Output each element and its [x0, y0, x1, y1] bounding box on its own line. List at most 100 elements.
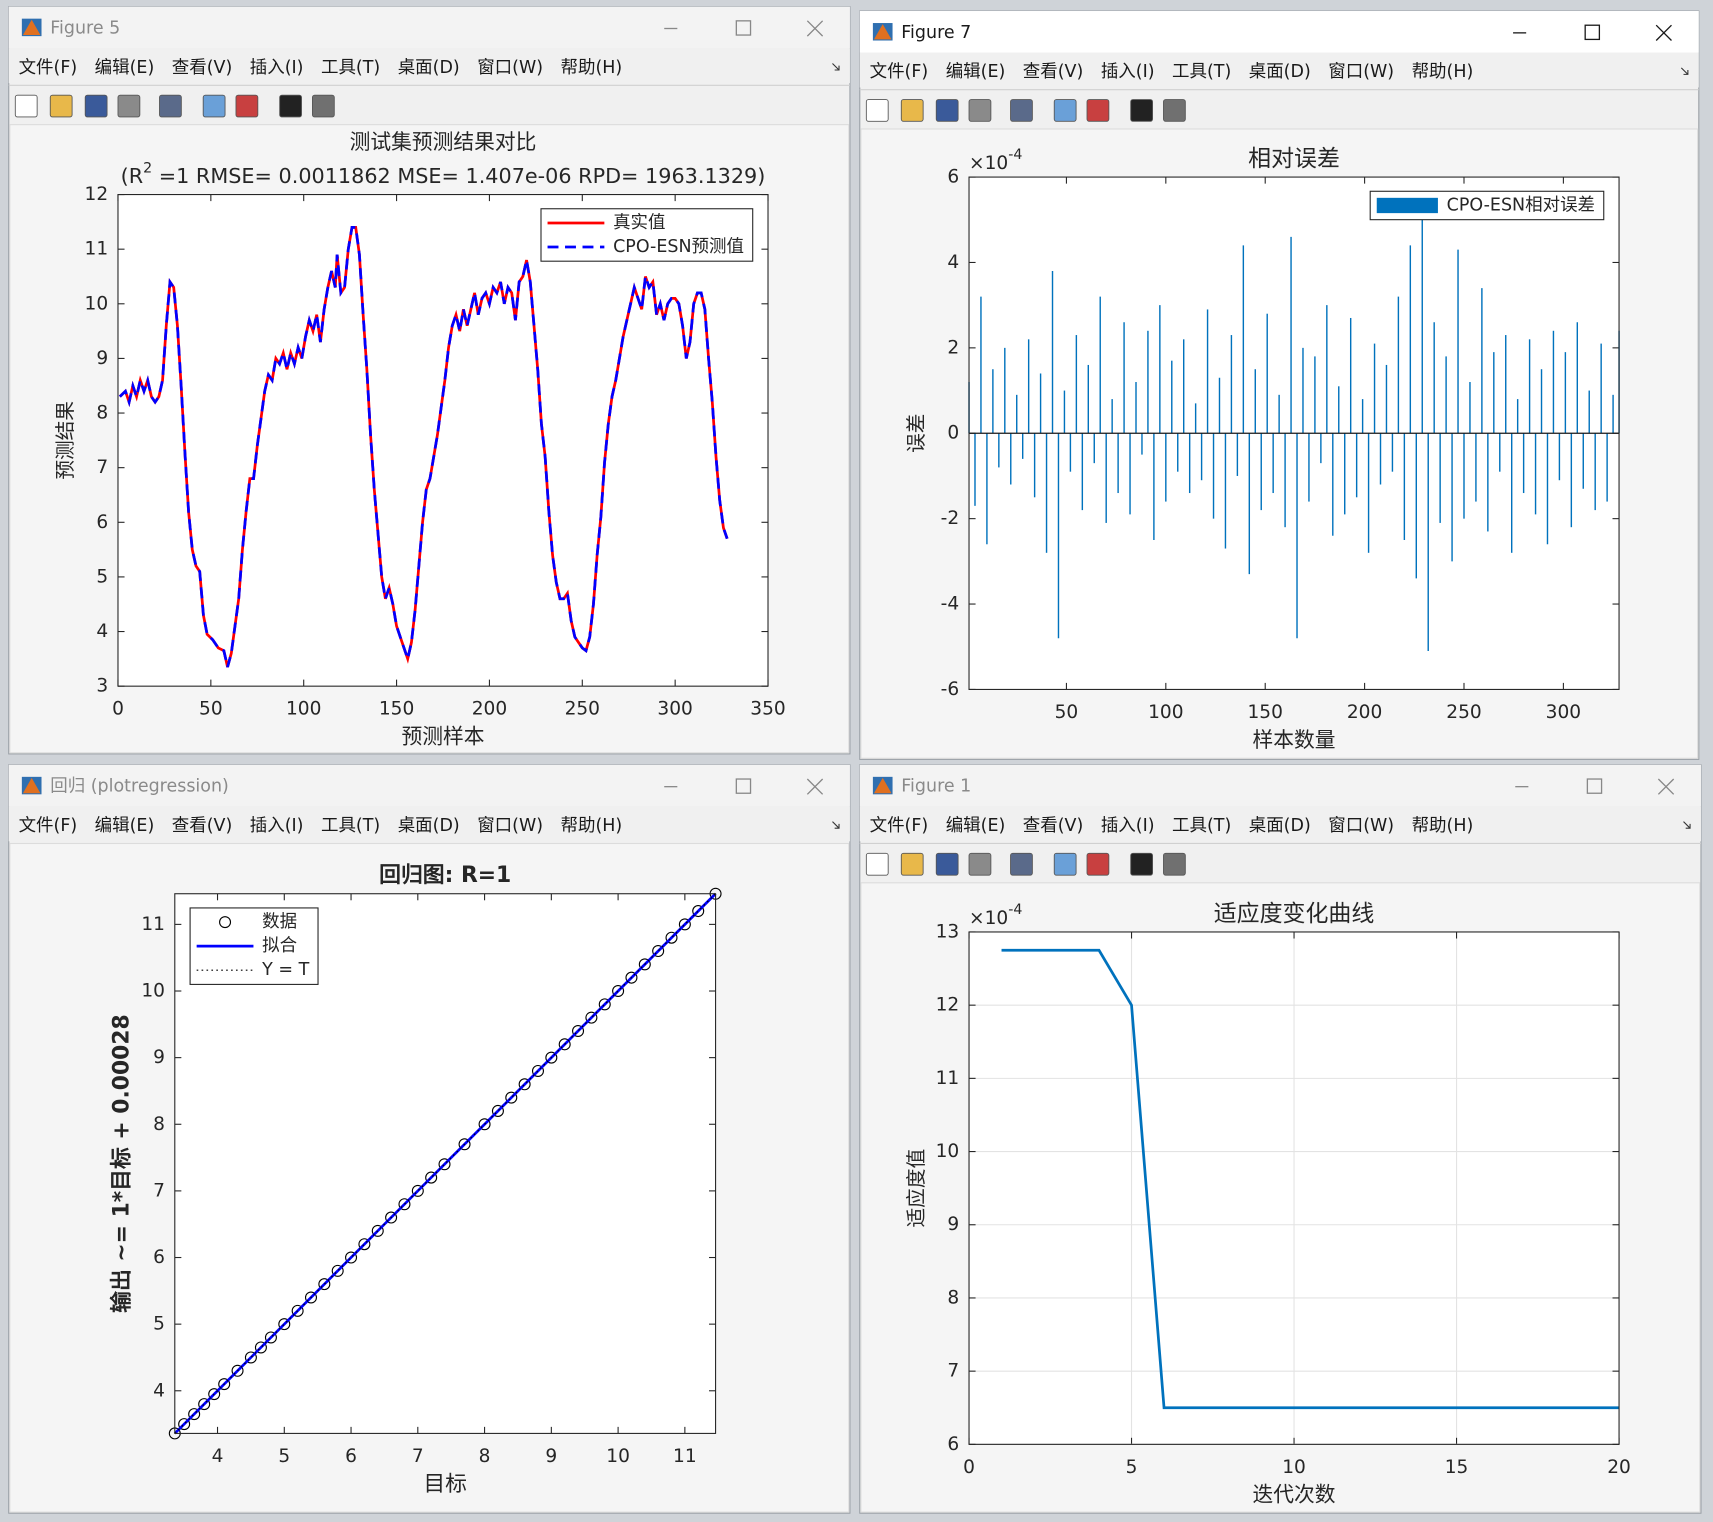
legend-label: Y = T: [261, 960, 309, 980]
maximize-button[interactable]: [1584, 24, 1601, 41]
toolbar-button[interactable]: [900, 99, 924, 122]
toolbar-button[interactable]: [117, 94, 141, 118]
toolbar-button[interactable]: [1130, 99, 1153, 122]
toolbar-button[interactable]: [202, 94, 226, 118]
toolbar-button[interactable]: [312, 94, 335, 118]
exponent-base: ×10: [969, 907, 1008, 928]
maximize-button[interactable]: [1586, 778, 1603, 794]
toolbar-button[interactable]: [865, 99, 889, 122]
toolbar-button[interactable]: [1010, 99, 1033, 122]
y-tick-label: 12: [936, 995, 960, 1016]
toolbar-button[interactable]: [14, 94, 38, 118]
toolbar-button[interactable]: [49, 94, 73, 118]
menu-item[interactable]: 桌面(D): [398, 58, 460, 78]
toolbar-button[interactable]: [935, 99, 959, 122]
menu-item[interactable]: 插入(I): [1101, 816, 1155, 836]
menu-item[interactable]: 窗口(W): [1328, 62, 1394, 82]
data-point: [678, 918, 691, 931]
subtitle-part: 2: [143, 160, 152, 176]
close-button[interactable]: [1655, 24, 1672, 41]
toolbar-button[interactable]: [1053, 852, 1077, 876]
close-button[interactable]: [806, 778, 824, 795]
menu-item[interactable]: 查看(V): [1023, 62, 1084, 82]
y-tick-label: -6: [941, 679, 960, 700]
x-tick-label: 300: [1546, 702, 1581, 723]
close-button[interactable]: [1657, 778, 1675, 795]
data-point: [558, 1038, 571, 1051]
y-tick-label: 4: [153, 1380, 165, 1401]
y-tick-label: 12: [85, 184, 109, 205]
menu-item[interactable]: 插入(I): [250, 816, 304, 836]
y-tick-label: 7: [96, 457, 108, 478]
menu-item[interactable]: 编辑(E): [95, 816, 155, 836]
menu-item[interactable]: 帮助(H): [1412, 816, 1474, 836]
menu-item[interactable]: 桌面(D): [398, 816, 460, 836]
toolbar-button[interactable]: [279, 94, 302, 118]
x-tick-label: 8: [479, 1446, 491, 1467]
menu-item[interactable]: 文件(F): [19, 816, 78, 836]
toolbar-button[interactable]: [1163, 99, 1186, 122]
menu-item[interactable]: 工具(T): [1172, 62, 1231, 82]
data-point: [244, 1351, 257, 1364]
data-point: [531, 1064, 544, 1077]
menu-item[interactable]: 文件(F): [870, 62, 929, 82]
maximize-button[interactable]: [735, 20, 752, 36]
toolbar-button[interactable]: [235, 94, 259, 118]
y-tick-label: 6: [947, 167, 959, 188]
menu-item[interactable]: 帮助(H): [561, 816, 623, 836]
data-point: [665, 931, 678, 944]
menu-item[interactable]: 窗口(W): [477, 58, 543, 78]
window-title: Figure 7: [901, 23, 971, 43]
menu-item[interactable]: 帮助(H): [1412, 62, 1474, 82]
menu-item[interactable]: 插入(I): [1101, 62, 1155, 82]
toolbar-button[interactable]: [1086, 99, 1110, 122]
menu-item[interactable]: 桌面(D): [1249, 816, 1311, 836]
data-point: [411, 1184, 424, 1197]
x-tick-label: 0: [112, 699, 124, 720]
toolbar-button[interactable]: [159, 94, 182, 118]
data-point: [585, 1011, 598, 1024]
menu-item[interactable]: 桌面(D): [1249, 62, 1311, 82]
menu-item[interactable]: 帮助(H): [561, 58, 623, 78]
x-axis-label: 样本数量: [1253, 728, 1336, 752]
x-tick-label: 100: [1148, 702, 1183, 723]
toolbar-button[interactable]: [900, 852, 924, 876]
plot-layer: [168, 887, 722, 1440]
toolbar-button[interactable]: [935, 852, 959, 876]
toolbar-button[interactable]: [1163, 852, 1186, 876]
menu-item[interactable]: 工具(T): [321, 816, 380, 836]
menu-item[interactable]: 工具(T): [321, 58, 380, 78]
menu-item[interactable]: 查看(V): [172, 816, 233, 836]
x-tick-label: 5: [278, 1446, 290, 1467]
y-tick-label: 9: [947, 1214, 959, 1235]
data-point: [598, 998, 611, 1011]
y-tick-label: 9: [153, 1047, 165, 1068]
toolbar-button[interactable]: [865, 852, 889, 876]
toolbar-button[interactable]: [1130, 852, 1153, 876]
x-tick-label: 4: [212, 1446, 224, 1467]
menu-item[interactable]: 窗口(W): [1328, 816, 1394, 836]
toolbar-button[interactable]: [84, 94, 108, 118]
x-tick-label: 15: [1445, 1457, 1469, 1478]
x-axis-label: 预测样本: [401, 725, 484, 749]
y-tick-label: -2: [941, 508, 960, 529]
menu-item[interactable]: 编辑(E): [95, 58, 155, 78]
menu-item[interactable]: 查看(V): [172, 58, 233, 78]
x-tick-label: 11: [673, 1446, 697, 1467]
menu-item[interactable]: 工具(T): [1172, 816, 1231, 836]
menu-item[interactable]: 文件(F): [19, 58, 78, 78]
x-tick-label: 100: [286, 699, 321, 720]
menu-item[interactable]: 编辑(E): [946, 816, 1006, 836]
maximize-button[interactable]: [735, 778, 752, 794]
toolbar-button[interactable]: [1010, 852, 1033, 876]
menu-item[interactable]: 窗口(W): [477, 816, 543, 836]
toolbar-button[interactable]: [1053, 99, 1077, 122]
menu-item[interactable]: 插入(I): [250, 58, 304, 78]
toolbar-button[interactable]: [1086, 852, 1110, 876]
close-button[interactable]: [806, 20, 824, 37]
toolbar-button[interactable]: [968, 99, 992, 122]
toolbar-button[interactable]: [968, 852, 992, 876]
menu-item[interactable]: 文件(F): [870, 816, 929, 836]
menu-item[interactable]: 编辑(E): [946, 62, 1006, 82]
menu-item[interactable]: 查看(V): [1023, 816, 1084, 836]
